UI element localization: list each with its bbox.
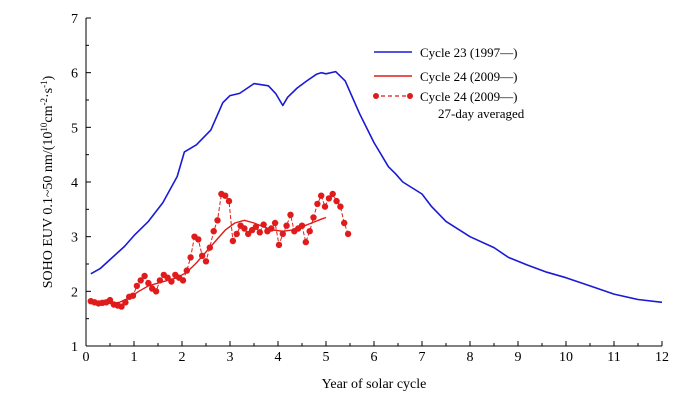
legend-label-cycle24-averaged: Cycle 24 (2009—) [420,89,517,104]
data-point-cycle24-averaged [137,277,144,284]
data-point-cycle24-averaged [298,222,306,229]
y-tick-label: 5 [71,121,78,136]
x-tick-label: 12 [655,350,669,365]
x-tick-label: 5 [323,350,330,365]
x-tick-label: 7 [419,350,426,365]
y-tick-label: 6 [71,67,78,82]
data-point-cycle24-averaged [279,230,286,238]
data-point-cycle24-averaged [283,222,290,229]
data-point-cycle24-averaged [275,241,283,249]
data-point-cycle24-averaged [214,217,221,224]
data-point-cycle24-averaged [344,230,352,238]
x-tick-label: 2 [179,350,186,365]
data-point-cycle24-averaged [106,296,114,304]
y-tick-label: 3 [71,231,78,246]
data-point-cycle24-averaged [252,223,260,230]
data-point-cycle24-averaged [333,197,340,205]
data-point-cycle24-averaged [179,277,187,284]
data-point-cycle24-averaged [206,244,213,251]
y-tick-label: 4 [71,176,78,191]
data-point-cycle24-averaged [318,192,325,199]
data-point-cycle24-averaged [241,225,248,232]
x-tick-label: 11 [607,350,620,365]
data-point-cycle24-averaged [341,219,348,227]
series-layer [87,70,663,310]
legend-label-cycle23: Cycle 23 (1997—) [420,45,517,60]
data-point-cycle24-averaged [122,299,129,306]
y-tick-label: 7 [71,12,78,27]
data-point-cycle24-averaged [321,203,329,210]
series-line-cycle23 [90,70,663,304]
x-tick-label: 3 [227,350,234,365]
data-point-cycle24-averaged [233,230,240,238]
data-point-cycle24-averaged [202,258,210,265]
legend-item-cycle23: Cycle 23 (1997—) [374,45,517,60]
data-point-cycle24-averaged [183,267,190,274]
data-point-cycle24-averaged [168,278,175,285]
x-axis-title: Year of solar cycle [322,377,427,392]
data-point-cycle24-averaged [152,288,160,295]
data-point-cycle24-averaged [229,237,237,245]
y-axis-ticks: 1 2 3 4 5 6 7 [71,12,91,355]
series-line-cycle24-averaged [90,193,349,308]
x-tick-label: 4 [275,350,282,365]
y-axis-title: SOHO EUV 0.1~50 nm/(1010cm-2·s-1) [39,75,56,288]
data-point-cycle24-averaged [210,228,217,235]
x-tick-label: 6 [371,350,378,365]
data-point-cycle24-averaged [287,211,294,218]
x-tick-label: 8 [467,350,474,365]
legend-marker-right [407,93,413,99]
x-axis-ticks: 0 1 2 3 4 5 6 7 8 9 10 11 12 [83,341,669,365]
data-point-cycle24-averaged [302,238,309,246]
data-point-cycle24-averaged [310,214,317,221]
data-point-cycle24-averaged [329,190,336,198]
data-point-cycle24-averaged [271,219,279,227]
data-point-cycle24-averaged [325,195,333,202]
data-point-cycle24-averaged [306,228,313,235]
legend-item-cycle24: Cycle 24 (2009—) [374,69,517,84]
data-point-cycle24-averaged [268,225,275,232]
data-point-cycle24-averaged [187,254,194,261]
y-tick-label: 2 [71,285,78,300]
data-point-cycle24-averaged [129,292,137,299]
x-tick-label: 9 [515,350,522,365]
data-point-cycle24-averaged [225,197,233,205]
data-point-cycle24-averaged [314,200,321,208]
plot-area [85,18,662,347]
data-point-cycle24-averaged [133,282,141,290]
x-tick-label: 10 [559,350,573,365]
y-tick-label: 1 [71,340,78,355]
data-point-cycle24-averaged [256,229,263,236]
data-point-cycle24-averaged [141,272,148,280]
data-point-cycle24-averaged [222,192,229,199]
x-tick-label: 0 [83,350,90,365]
legend: Cycle 23 (1997—) Cycle 24 (2009—) Cycle … [373,45,525,121]
legend-marker-left [373,93,379,99]
data-point-cycle24-averaged [195,236,202,243]
data-point-cycle24-averaged [145,279,152,287]
legend-item-cycle24-averaged: Cycle 24 (2009—) 27-day averaged [373,89,525,121]
data-point-cycle24-averaged [118,303,125,310]
data-point-cycle24-averaged [337,203,344,210]
data-point-cycle24-averaged [156,277,164,284]
legend-label-cycle24-averaged-line2: 27-day averaged [438,106,525,121]
data-point-cycle24-averaged [260,221,267,228]
legend-label-cycle24: Cycle 24 (2009—) [420,69,517,84]
x-tick-label: 1 [131,350,138,365]
data-point-cycle24-averaged [199,252,206,259]
